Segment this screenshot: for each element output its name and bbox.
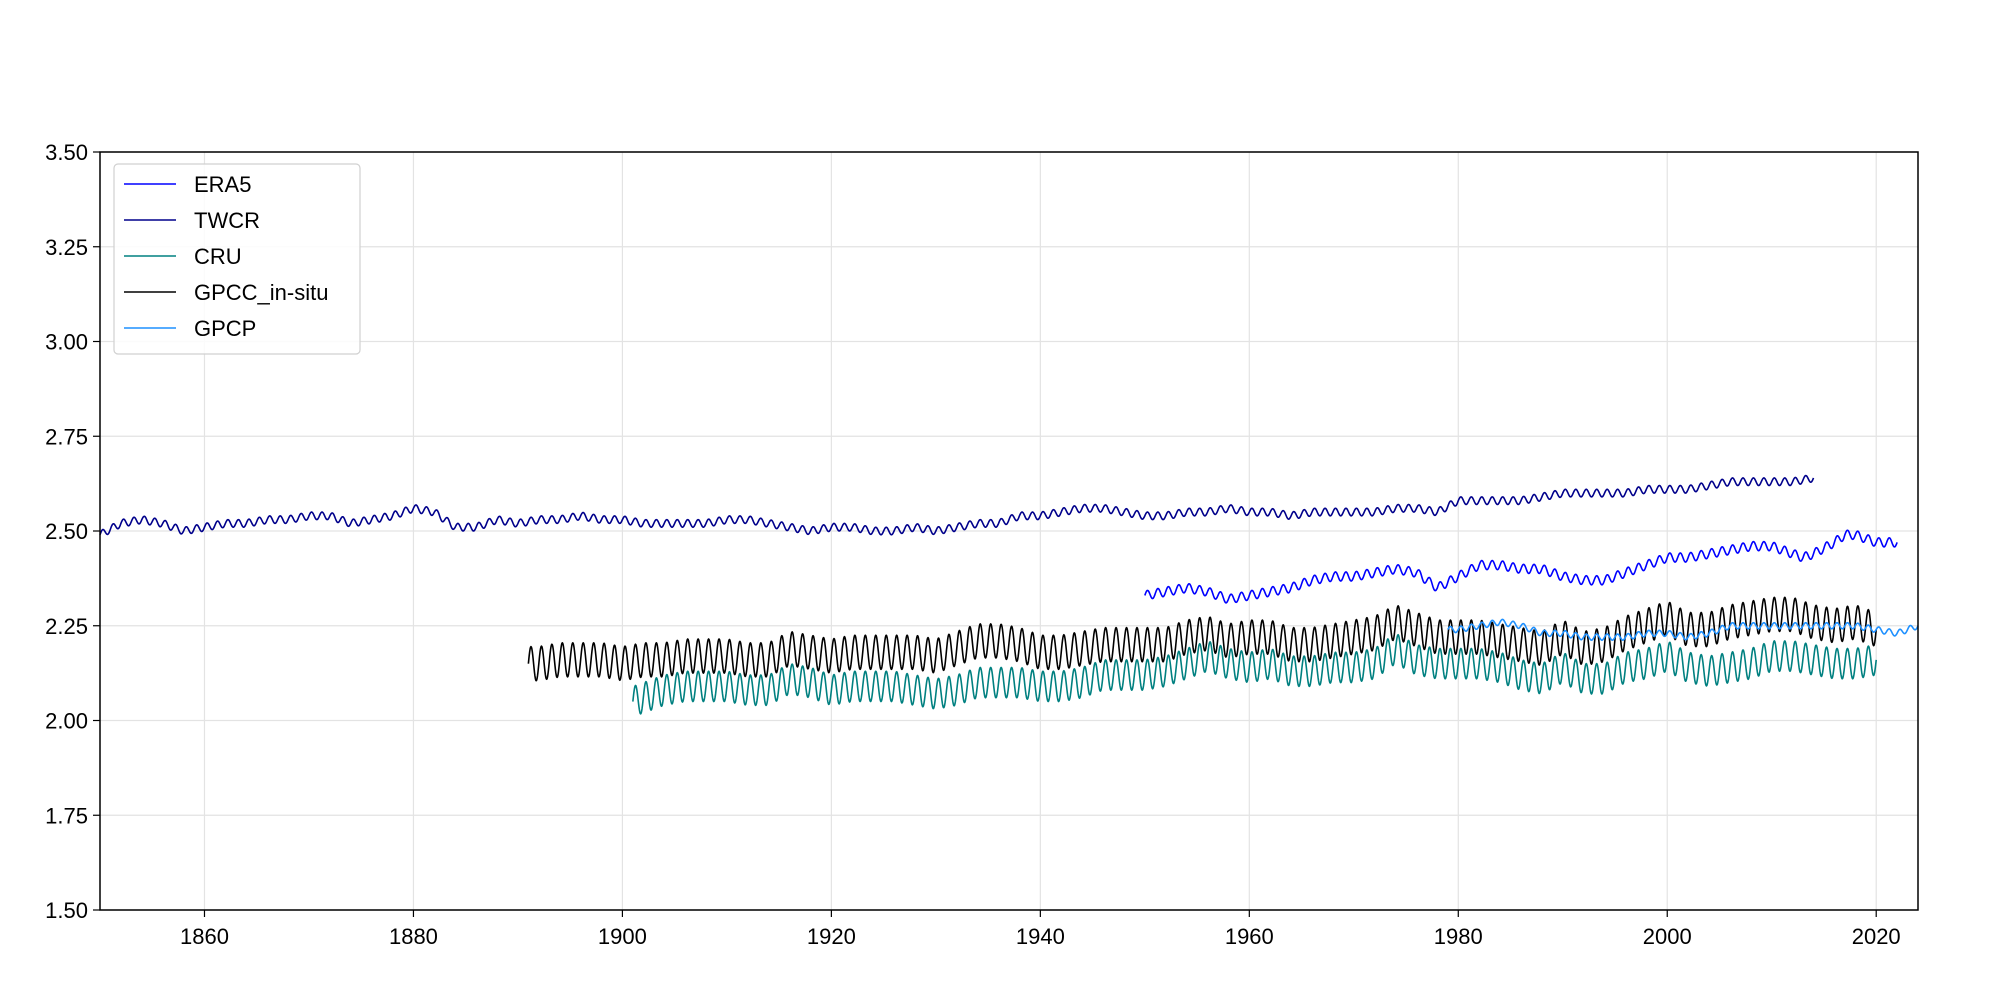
y-tick-label: 1.75 — [45, 803, 88, 828]
x-tick-label: 2000 — [1643, 924, 1692, 949]
legend-label: GPCC_in-situ — [194, 280, 328, 305]
x-tick-label: 1880 — [389, 924, 438, 949]
y-tick-label: 2.00 — [45, 709, 88, 734]
series-line-twcr — [99, 474, 1815, 536]
y-tick-label: 3.50 — [45, 140, 88, 165]
y-tick-label: 2.50 — [45, 519, 88, 544]
legend-label: GPCP — [194, 316, 256, 341]
x-tick-label: 1920 — [807, 924, 856, 949]
legend-label: TWCR — [194, 208, 260, 233]
series-line-era5 — [1144, 529, 1898, 604]
legend: ERA5 TWCR CRU GPCC_in-situ GPCP — [113, 163, 361, 355]
x-tick-label: 1860 — [180, 924, 229, 949]
x-tick-label: 1900 — [598, 924, 647, 949]
x-tick-label: 1940 — [1016, 924, 1065, 949]
x-tick-label: 1980 — [1434, 924, 1483, 949]
legend-label: ERA5 — [194, 172, 251, 197]
y-tick-label: 3.00 — [45, 330, 88, 355]
x-tick-label: 1960 — [1225, 924, 1274, 949]
legend-box — [113, 163, 361, 355]
y-tick-label: 2.75 — [45, 424, 88, 449]
y-tick-label: 1.50 — [45, 898, 88, 923]
x-tick-label: 2020 — [1852, 924, 1901, 949]
y-tick-label: 2.25 — [45, 614, 88, 639]
y-tick-label: 3.25 — [45, 235, 88, 260]
series-line-gpcc-in-situ — [527, 596, 1878, 682]
series-line-cru — [632, 633, 1878, 715]
legend-label: CRU — [194, 244, 242, 269]
x-axis: 1860 1880 1900 1920 1940 1960 1980 2000 2020 — [180, 910, 1901, 949]
series-line-gpcp — [1447, 618, 1919, 641]
series-layer — [99, 474, 1919, 715]
y-axis: 1.50 1.75 2.00 2.25 2.50 2.75 3.00 3.25 3.50 — [45, 140, 100, 923]
